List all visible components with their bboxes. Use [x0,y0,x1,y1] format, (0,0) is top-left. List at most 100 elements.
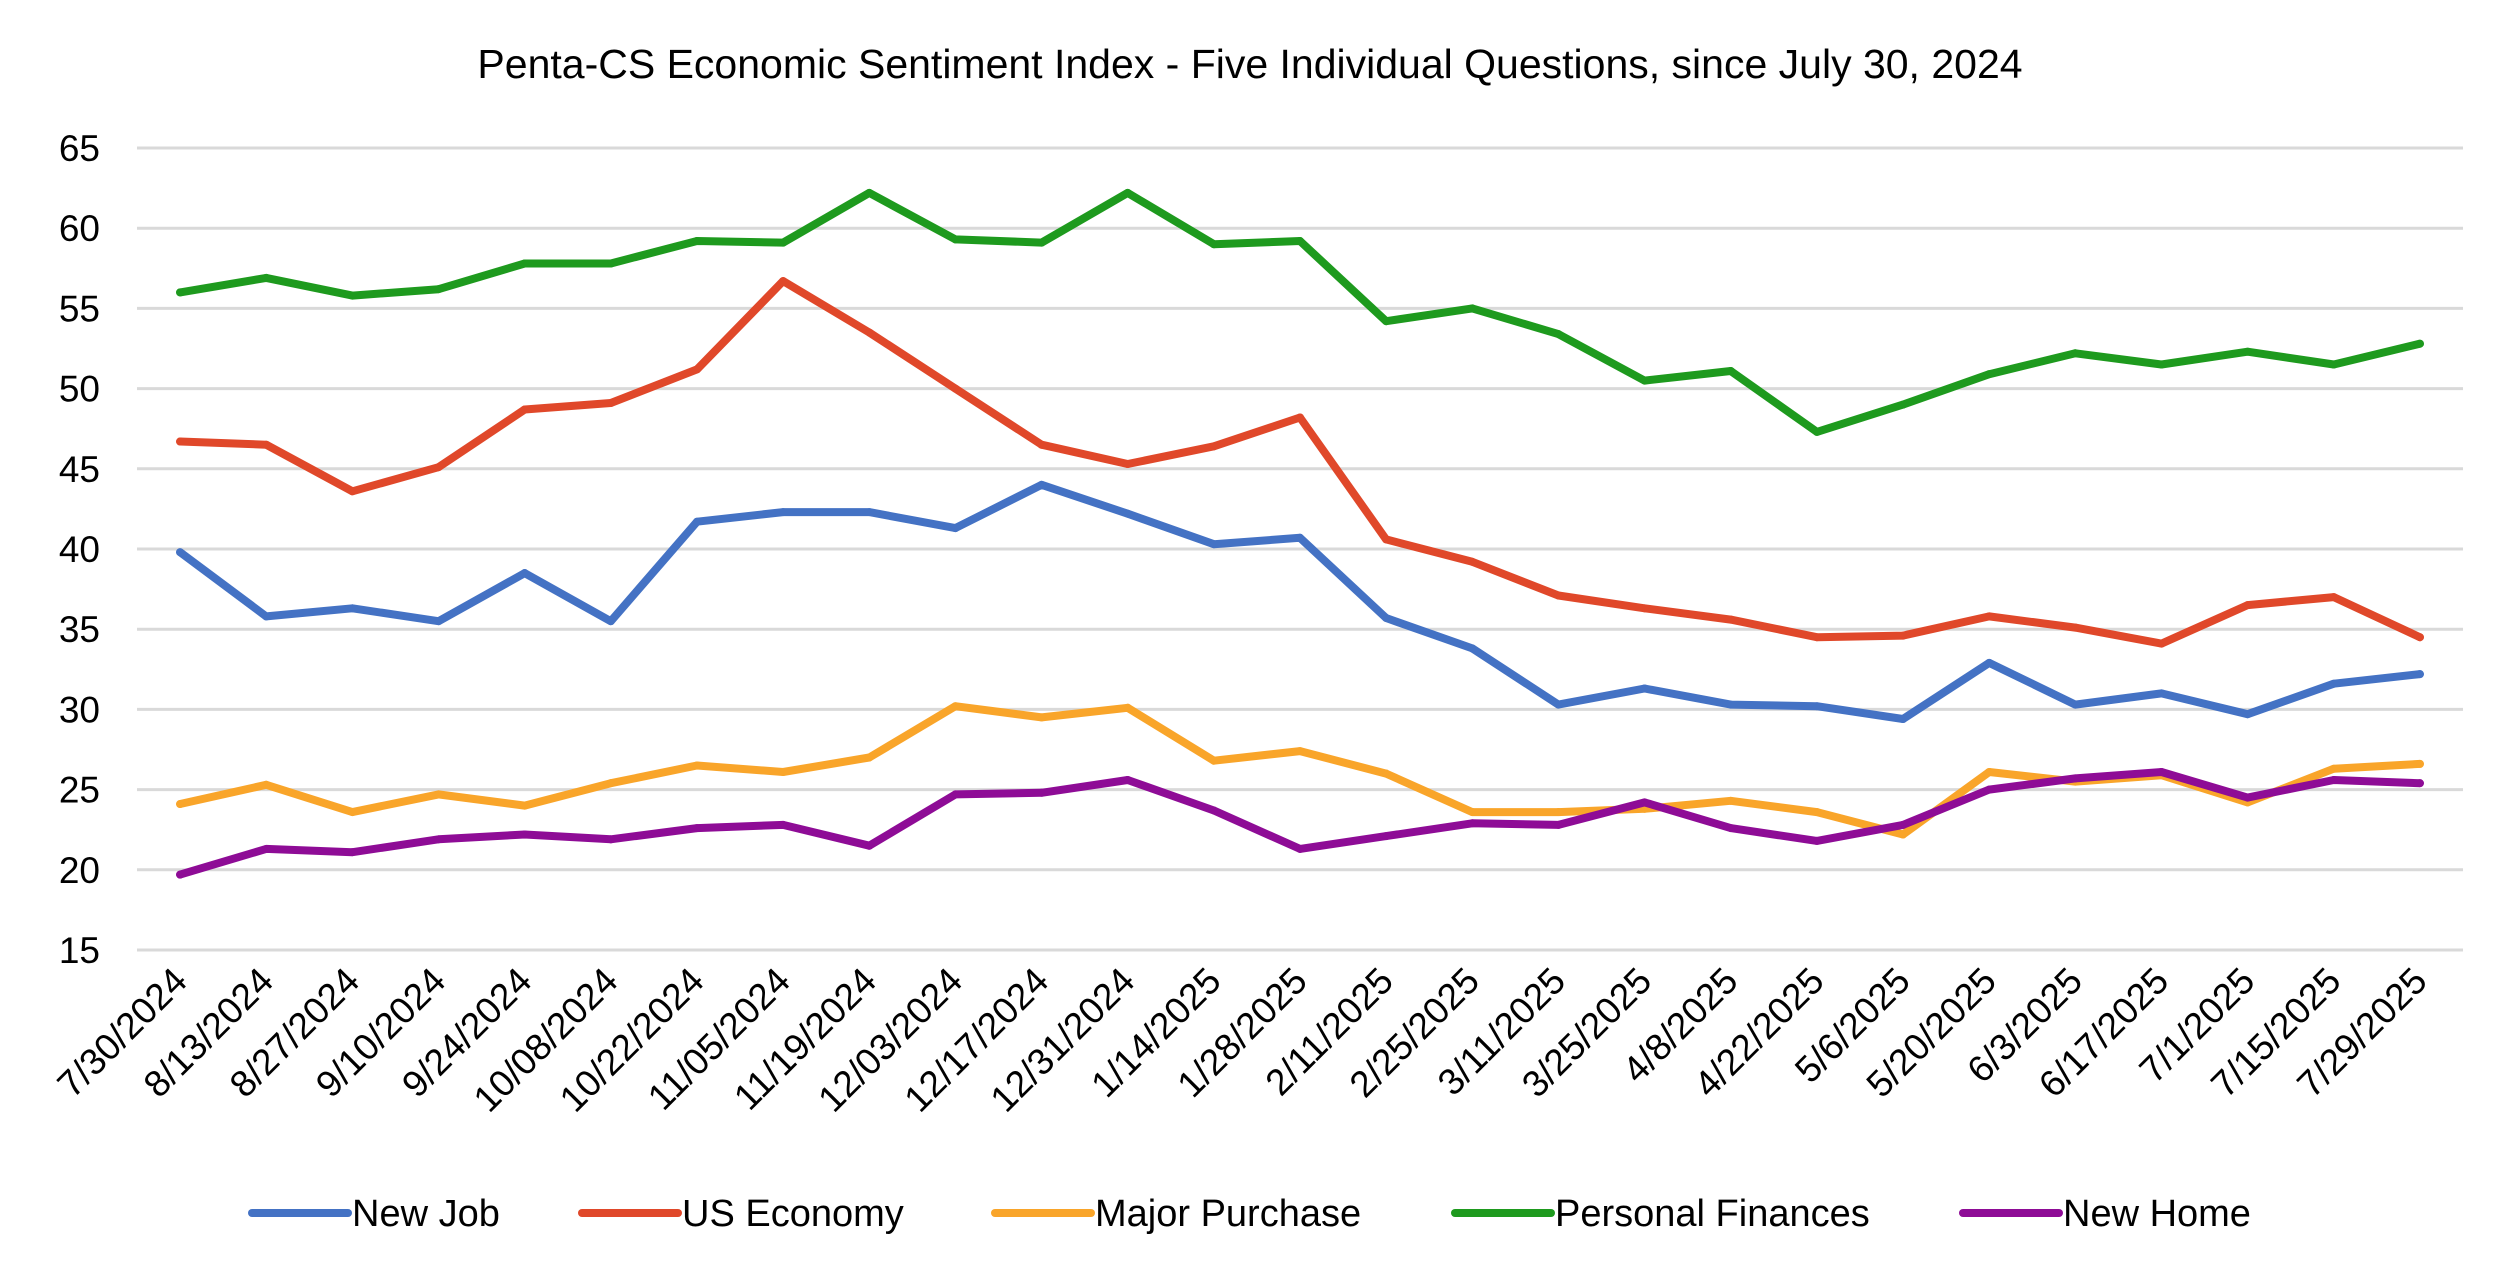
data-point [1554,808,1563,817]
data-point [2329,775,2338,784]
data-point [1640,798,1649,807]
data-point [1037,238,1046,247]
data-point [1382,613,1391,622]
data-point [176,548,185,557]
data-point [434,285,443,294]
data-point [606,779,615,788]
data-point [176,437,185,446]
data-point [779,820,788,829]
data-point [2157,360,2166,369]
data-point [1812,633,1821,642]
data-point [1899,400,1908,409]
data-point [2415,339,2424,348]
data-point [176,870,185,879]
data-point [2415,670,2424,679]
data-point [692,237,701,246]
data-point [1726,796,1735,805]
data-point [520,569,529,578]
data-point [1209,756,1218,765]
y-tick-label: 55 [59,288,100,329]
data-point [434,790,443,799]
data-point [1296,237,1304,246]
data-point [951,702,960,711]
data-point [176,288,185,297]
data-point [2157,767,2166,776]
series-points-new-job [176,480,2424,724]
data-point [434,463,443,472]
data-point [1468,304,1477,313]
data-point [1985,658,1994,667]
data-point [779,277,788,286]
data-point [951,524,960,533]
data-point [434,835,443,844]
data-point [2243,793,2252,802]
series-lines [176,188,2424,879]
legend-item-personal-finances: Personal Finances [1451,1193,1870,1235]
legend-item-major-purchase: Major Purchase [991,1193,1361,1235]
y-tick-label: 20 [59,850,100,891]
data-point [692,365,701,374]
data-point [2071,774,2080,783]
data-point [1640,604,1649,613]
y-tick-label: 60 [59,208,100,249]
data-point [2329,360,2338,369]
legend-item-us-economy: US Economy [578,1193,904,1235]
data-point [1382,317,1391,326]
series-line-new-job [176,480,2424,723]
data-point [2415,779,2424,788]
data-point [2243,347,2252,356]
legend-label: US Economy [682,1193,904,1235]
data-point [1296,844,1304,853]
data-point [1985,612,1994,621]
data-point [2157,689,2166,698]
data-point [951,790,960,799]
legend-label: New Job [352,1193,500,1235]
data-point [2071,623,2080,632]
data-point [1554,330,1563,339]
data-point [1899,820,1908,829]
legend-item-new-home: New Home [1959,1193,2251,1235]
data-point [2071,349,2080,358]
data-point [520,259,529,268]
data-point [1899,631,1908,640]
data-point [348,604,357,613]
data-point [1209,442,1218,451]
data-point [1554,700,1563,709]
data-point [1382,769,1391,778]
data-point [1037,480,1046,489]
data-point [692,761,701,770]
data-point [1468,644,1477,653]
data-point [1037,713,1046,722]
series-points-personal-finances [176,188,2424,436]
data-point [1123,509,1132,518]
data-point [951,384,960,393]
data-point [865,188,874,197]
data-point [1296,747,1304,756]
data-point [1812,427,1821,436]
data-point [1726,824,1735,833]
legend-label: Major Purchase [1095,1193,1361,1235]
series-line-major-purchase [176,702,2424,839]
data-point [1726,366,1735,375]
data-point [865,753,874,762]
y-tick-label: 45 [59,449,100,490]
data-point [1812,808,1821,817]
data-point [1985,767,1994,776]
data-point [779,238,788,247]
series-line-us-economy [176,277,2424,648]
data-point [2071,700,2080,709]
data-point [262,440,271,449]
data-point [951,235,960,244]
data-point [2415,633,2424,642]
data-point [2243,710,2252,719]
data-point [1037,440,1046,449]
data-point [1554,591,1563,600]
data-point [606,399,615,408]
data-point [1296,533,1304,542]
data-point [520,405,529,414]
data-point [1899,830,1908,839]
data-point [348,808,357,817]
data-point [1468,808,1477,817]
